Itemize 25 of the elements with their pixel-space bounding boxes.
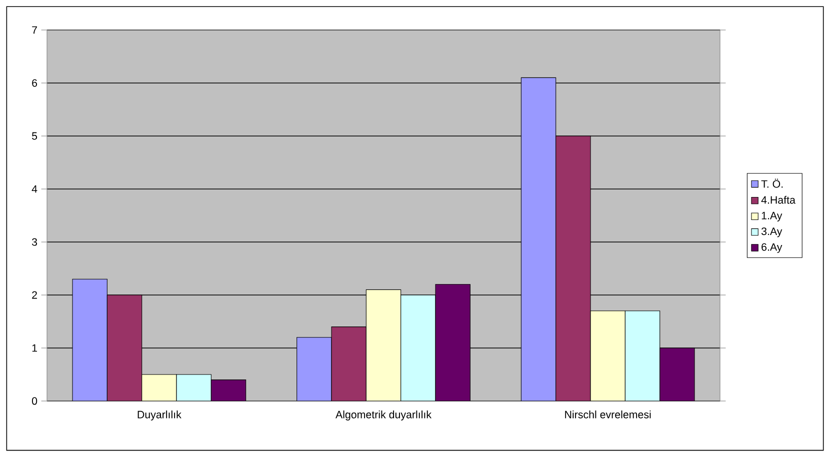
x-tick-label: Algometrik duyarlılık: [336, 410, 432, 420]
legend-label: 4.Hafta: [761, 196, 796, 204]
bar: [660, 348, 695, 402]
y-tick-label: 5: [32, 132, 38, 140]
y-tick-label: 7: [32, 26, 37, 34]
bar: [331, 326, 366, 402]
bar: [72, 278, 108, 402]
y-tick-label: 2: [32, 291, 37, 299]
y-tick-label: 6: [32, 79, 38, 87]
y-tick-label: 1: [32, 344, 37, 352]
legend-label: 6.Ay: [762, 243, 782, 253]
bar: [210, 380, 246, 402]
legend-label: 1.Ay: [762, 212, 782, 222]
y-tick-label: 0: [32, 397, 38, 405]
bar: [556, 136, 591, 402]
x-tick-label: Nirschl evrelemesi: [565, 410, 651, 418]
y-tick-label: 3: [32, 238, 38, 246]
bar: [296, 337, 332, 402]
x-tick-label: Duyarlılık: [138, 410, 182, 420]
y-tick-label: 4: [32, 185, 38, 193]
bar: [520, 77, 556, 402]
legend-label: T. Ö.: [761, 178, 783, 188]
legend-label: 3.Ay: [761, 228, 782, 238]
bar: [106, 294, 142, 402]
bar: [435, 284, 470, 402]
